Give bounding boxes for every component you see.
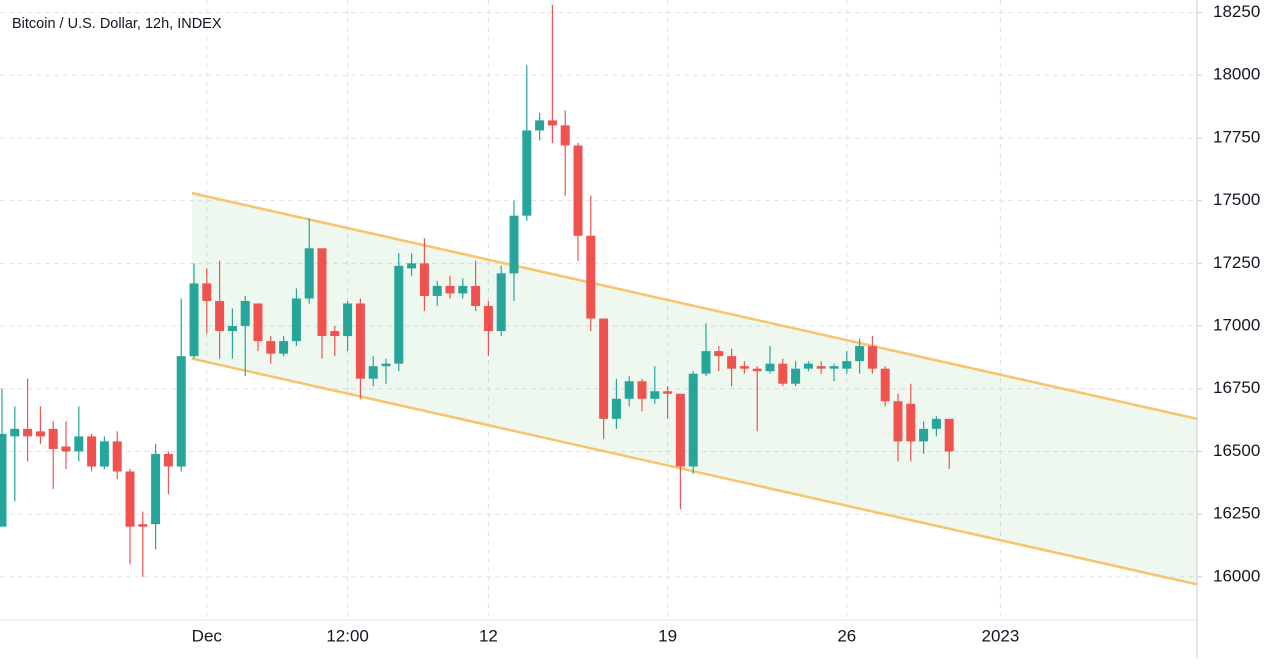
candle-body (99, 441, 109, 467)
candle-body (765, 363, 775, 372)
y-tick-label: 16750 (1213, 378, 1260, 397)
candle-body (919, 428, 929, 442)
y-tick-label: 16500 (1213, 441, 1260, 460)
candle-body (586, 235, 596, 319)
candle-body (202, 283, 212, 301)
candle-body (343, 303, 353, 337)
candle-body (675, 393, 685, 467)
candle-body (547, 120, 557, 126)
candle-body (432, 285, 442, 296)
x-tick-label: 12:00 (326, 626, 369, 645)
candle-body (483, 305, 493, 332)
candle-body (535, 120, 545, 131)
candle-body (163, 453, 173, 467)
candle-body (74, 436, 84, 452)
candle-body (61, 446, 71, 452)
candle-body (931, 418, 941, 429)
candle-body (855, 346, 865, 362)
candle-body (701, 351, 711, 374)
candle-body (867, 346, 877, 369)
candle-body (599, 318, 609, 419)
candle-body (189, 283, 199, 357)
y-tick-label: 16000 (1213, 566, 1260, 585)
candle-body (381, 363, 391, 367)
candle-body (816, 366, 826, 369)
candle-body (317, 248, 327, 337)
candle-body (637, 381, 647, 399)
y-tick-label: 17500 (1213, 190, 1260, 209)
candle-body (663, 391, 673, 394)
candle-body (688, 373, 698, 467)
candle-body (10, 428, 20, 437)
candle-body (215, 300, 225, 332)
candle-body (496, 273, 506, 332)
candle-body (291, 298, 301, 342)
candle-body (151, 453, 161, 525)
candle-body (739, 366, 749, 369)
candle-body (893, 401, 903, 442)
candle-body (279, 341, 289, 354)
candle-body (560, 125, 570, 146)
candle-body (240, 300, 250, 327)
candle-body (791, 368, 801, 384)
candle-body (35, 431, 45, 437)
channel-upper (191, 191, 1198, 421)
candle-body (573, 145, 583, 236)
candle-body (112, 441, 122, 472)
candle-body (906, 403, 916, 442)
candle-body (611, 398, 621, 419)
y-tick-label: 17250 (1213, 253, 1260, 272)
candle-body (752, 368, 762, 372)
candle-body (419, 263, 429, 296)
candle-body (266, 341, 276, 354)
candle-body (138, 524, 148, 527)
candle-body (87, 436, 97, 467)
y-tick-label: 18250 (1213, 2, 1260, 21)
y-tick-label: 18000 (1213, 65, 1260, 84)
chart-title: Bitcoin / U.S. Dollar, 12h, INDEX (12, 16, 222, 32)
candle-body (48, 428, 58, 449)
candle-body (368, 366, 378, 379)
candle-body (624, 381, 634, 399)
x-tick-label: 12 (479, 626, 498, 645)
candle-body (727, 356, 737, 369)
candle-body (471, 285, 481, 306)
candle-body (714, 351, 724, 357)
candle-body (0, 433, 7, 527)
candle-body (227, 326, 237, 332)
candle-body (522, 130, 532, 216)
y-tick-label: 17000 (1213, 316, 1260, 335)
x-tick-label: 19 (658, 626, 677, 645)
candle-body (803, 363, 813, 369)
x-tick-label: Dec (192, 626, 223, 645)
candles (0, 5, 954, 577)
candle-body (509, 215, 519, 274)
candle-body (176, 356, 186, 467)
y-tick-label: 17750 (1213, 127, 1260, 146)
axes: 16000 16250 16500 16750 17000 17250 17500 17750… (192, 2, 1261, 645)
candle-body (330, 331, 340, 337)
candle-body (842, 361, 852, 369)
x-tick-label: 2023 (981, 626, 1019, 645)
candle-body (304, 248, 314, 299)
candle-body (407, 263, 417, 269)
candle-body (778, 363, 788, 384)
candle-body (650, 391, 660, 399)
candle-body (394, 265, 404, 364)
candle-body (355, 303, 365, 379)
candle-body (458, 285, 468, 294)
candle-body (253, 303, 263, 342)
candle-body (944, 418, 954, 452)
candle-body (880, 368, 890, 402)
candle-body (125, 471, 135, 527)
channel-lower (191, 357, 1198, 586)
candle-body (445, 285, 455, 294)
candle-body (829, 366, 839, 369)
y-tick-label: 16250 (1213, 504, 1260, 523)
x-tick-label: 26 (837, 626, 856, 645)
candle-body (23, 428, 33, 437)
